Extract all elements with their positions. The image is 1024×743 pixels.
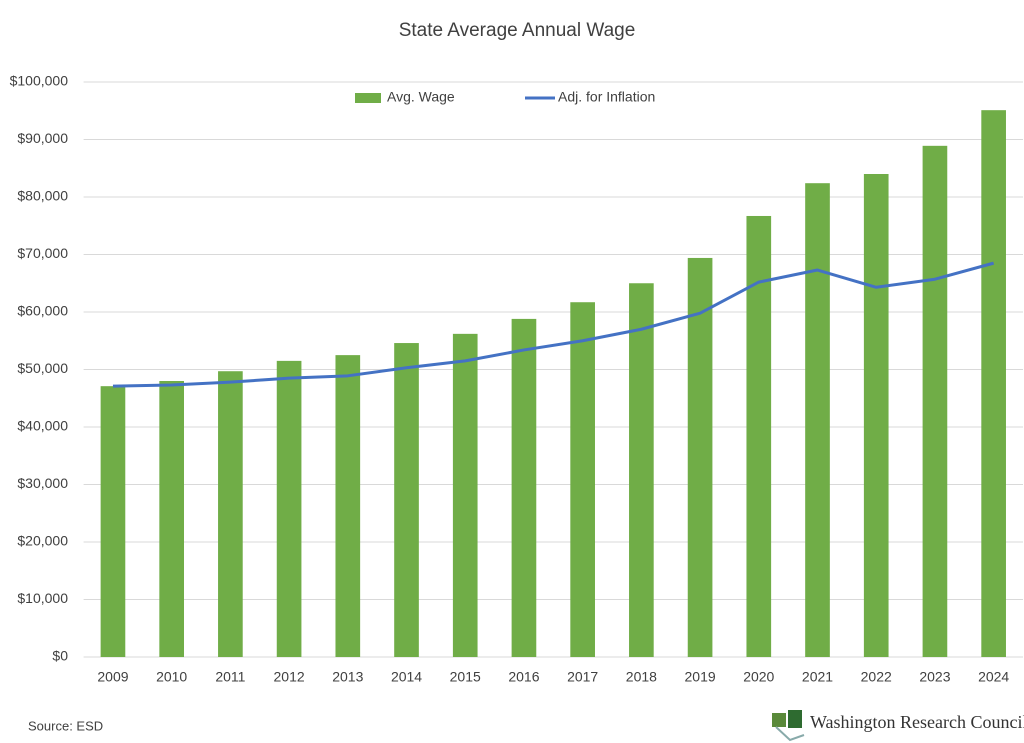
line (112, 261, 995, 388)
y-tick-label: $30,000 (17, 475, 68, 491)
x-tick-label: 2016 (508, 669, 539, 685)
source: Source: ESD (28, 718, 103, 733)
bar (570, 302, 595, 657)
logo-icon (772, 710, 805, 742)
y-tick-label: $40,000 (17, 418, 68, 434)
bar (394, 343, 419, 657)
bar (511, 318, 537, 657)
x-tick-label: 2010 (156, 669, 187, 685)
y-tick-label: $90,000 (17, 130, 68, 146)
bar (981, 110, 1006, 658)
x-tick-label: 2014 (391, 669, 422, 685)
bar (687, 257, 713, 657)
y-tick-label: $70,000 (17, 245, 68, 261)
x-tick-label: 2012 (274, 669, 305, 685)
x-tick-label: 2023 (919, 669, 950, 685)
bar (805, 183, 830, 657)
y-tick-label: $20,000 (17, 533, 68, 549)
x-tick-label: 2020 (743, 669, 774, 685)
legend-label: Adj. for Inflation (558, 89, 655, 105)
y-tick-label: $50,000 (17, 360, 68, 376)
y-tick-label: $100,000 (10, 73, 69, 89)
bar (922, 145, 948, 657)
x-tick-label: 2017 (567, 669, 598, 685)
y-tick-label: $80,000 (17, 188, 68, 204)
bar (452, 333, 478, 657)
x-tick-label: 2018 (626, 669, 657, 685)
bar (276, 360, 302, 657)
bar (335, 355, 361, 657)
x-tick-label: 2022 (861, 669, 892, 685)
x-tick-label: 2019 (685, 669, 716, 685)
y-tick-label: $0 (52, 648, 68, 664)
x-tick-label: 2021 (802, 669, 833, 685)
x-tick-label: 2011 (215, 669, 245, 685)
bar (218, 371, 243, 657)
y-tick-label: $60,000 (17, 303, 68, 319)
bar (100, 386, 126, 657)
x-tick-label: 2024 (978, 669, 1009, 685)
y-tick-label: $10,000 (17, 590, 68, 606)
legend-swatch (355, 93, 381, 103)
legend-label: Avg. Wage (387, 89, 455, 105)
x-tick-label: 2009 (97, 669, 128, 685)
chart-title: State Average Annual Wage (399, 20, 636, 41)
bar (746, 215, 772, 657)
x-tick-label: 2015 (450, 669, 481, 685)
logo-text: Washington Research Council (810, 712, 1024, 732)
bar (863, 174, 889, 657)
x-tick-label: 2013 (332, 669, 363, 685)
bar (159, 381, 184, 657)
bar (629, 283, 654, 657)
